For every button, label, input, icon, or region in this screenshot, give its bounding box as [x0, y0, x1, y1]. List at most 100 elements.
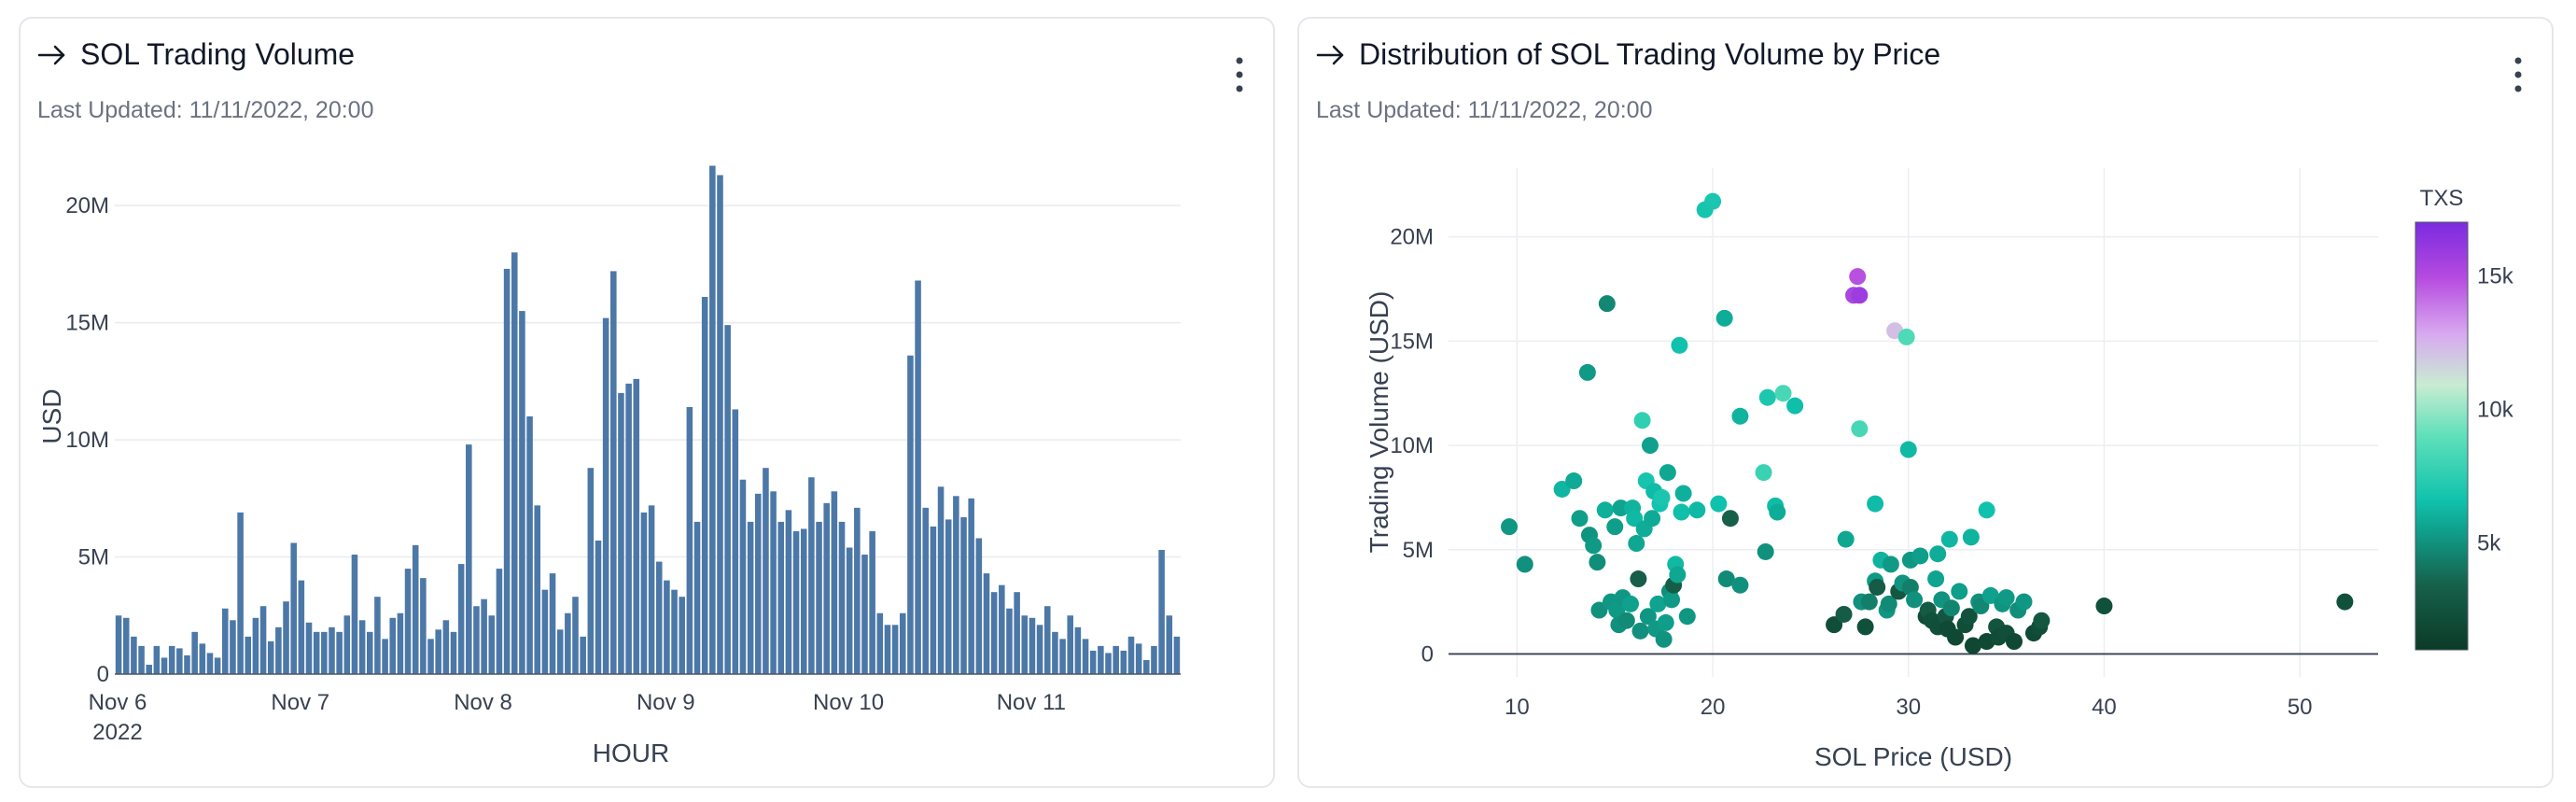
more-vertical-icon[interactable]: [1234, 56, 1245, 93]
scatter-point: [1940, 530, 1958, 548]
bar: [481, 598, 487, 674]
y-tick-label: 0: [1421, 641, 1434, 667]
bar: [671, 589, 678, 674]
x-tick-label: Nov 9: [637, 690, 695, 715]
bar: [245, 636, 252, 674]
scatter-point: [1880, 595, 1897, 612]
x-tick-label: 10: [1505, 695, 1530, 720]
scatter-point: [2095, 598, 2113, 615]
bar: [816, 521, 822, 674]
scatter-point: [2015, 593, 2033, 611]
bar: [131, 636, 137, 674]
scatter-point: [1731, 576, 1749, 594]
bar: [511, 252, 518, 674]
scatter-point: [1849, 268, 1867, 286]
bar: [1166, 615, 1173, 674]
bar: [427, 639, 434, 674]
bar: [990, 592, 998, 674]
scatter-point: [1731, 407, 1749, 425]
bar: [412, 545, 419, 674]
bar: [290, 542, 297, 674]
bar: [633, 378, 640, 674]
scatter-point: [1641, 437, 1659, 455]
scatter-point: [1960, 608, 1978, 626]
scatter-point: [1860, 593, 1878, 611]
scatter-point: [1911, 547, 1929, 565]
scatter-point: [1981, 586, 1999, 604]
colorbar-tick-label: 15k: [2477, 263, 2514, 288]
bar: [1059, 639, 1066, 674]
volume-by-price-card: Distribution of SOL Trading Volume by Pr…: [1297, 17, 2554, 788]
scatter-point: [1655, 630, 1673, 648]
x-tick-label: 50: [2288, 695, 2313, 720]
y-axis-title: USD: [37, 388, 66, 443]
scatter-point: [1671, 336, 1688, 354]
bar: [701, 297, 708, 674]
x-tick-label: 20: [1701, 695, 1726, 720]
scatter-point: [1622, 595, 1640, 612]
scatter-point: [1571, 510, 1589, 528]
bar: [717, 175, 723, 675]
bar: [785, 510, 792, 674]
scatter-point: [2005, 633, 2023, 651]
bar: [915, 280, 921, 674]
bar: [184, 654, 190, 674]
bar: [252, 617, 259, 674]
scatter-point: [1639, 608, 1657, 626]
bar: [1135, 643, 1142, 674]
bar: [602, 317, 609, 674]
card-title[interactable]: Distribution of SOL Trading Volume by Pr…: [1314, 37, 1940, 72]
bar: [366, 631, 373, 674]
scatter-point: [1688, 501, 1706, 519]
bar: [891, 625, 899, 674]
bar: [792, 530, 800, 674]
bar: [1082, 639, 1089, 674]
bar: [861, 555, 868, 674]
bar: [838, 521, 846, 674]
more-vertical-icon[interactable]: [2513, 56, 2524, 93]
scatter-point: [1947, 628, 1965, 646]
scatter-point: [1869, 578, 1886, 596]
bar: [679, 597, 685, 674]
y-tick-label: 10M: [65, 428, 109, 453]
scatter-point: [1653, 488, 1671, 506]
bar: [1021, 615, 1029, 674]
scatter-point: [1578, 363, 1596, 381]
last-updated: Last Updated: 11/11/2022, 20:00: [37, 97, 374, 123]
scatter-point: [1721, 510, 1739, 528]
bar: [884, 625, 891, 674]
arrow-right-icon: [1316, 45, 1344, 64]
card-title[interactable]: SOL Trading Volume: [35, 37, 355, 72]
bar: [876, 612, 884, 674]
scatter-point: [1631, 622, 1649, 640]
scatter-point: [1769, 503, 1786, 521]
bar: [899, 612, 906, 674]
y-axis-title: Trading Volume (USD): [1365, 291, 1393, 554]
scatter-point: [1596, 501, 1614, 519]
y-tick-label: 5M: [78, 545, 109, 570]
bar: [709, 165, 716, 674]
scatter-point: [2336, 593, 2354, 611]
scatter-point: [1659, 464, 1676, 482]
bar: [382, 639, 388, 674]
bar: [693, 521, 701, 674]
bar: [975, 538, 983, 674]
bar: [572, 597, 579, 674]
scatter-point: [1501, 518, 1519, 536]
card-title-text: Distribution of SOL Trading Volume by Pr…: [1359, 37, 1941, 71]
x-tick-label: 2022: [92, 720, 142, 745]
scatter-point: [1628, 535, 1645, 553]
scatter-point: [1964, 637, 1981, 654]
bar: [777, 521, 785, 674]
bar: [138, 645, 145, 674]
bar: [854, 507, 861, 674]
bar: [580, 636, 586, 674]
bar: [526, 416, 533, 674]
bar: [739, 479, 747, 674]
scatter-point: [1644, 510, 1661, 528]
bar: [1074, 626, 1082, 674]
y-tick-label: 5M: [1403, 538, 1434, 563]
bar: [556, 629, 564, 674]
scatter-point: [1962, 528, 1980, 546]
bar: [983, 573, 990, 674]
